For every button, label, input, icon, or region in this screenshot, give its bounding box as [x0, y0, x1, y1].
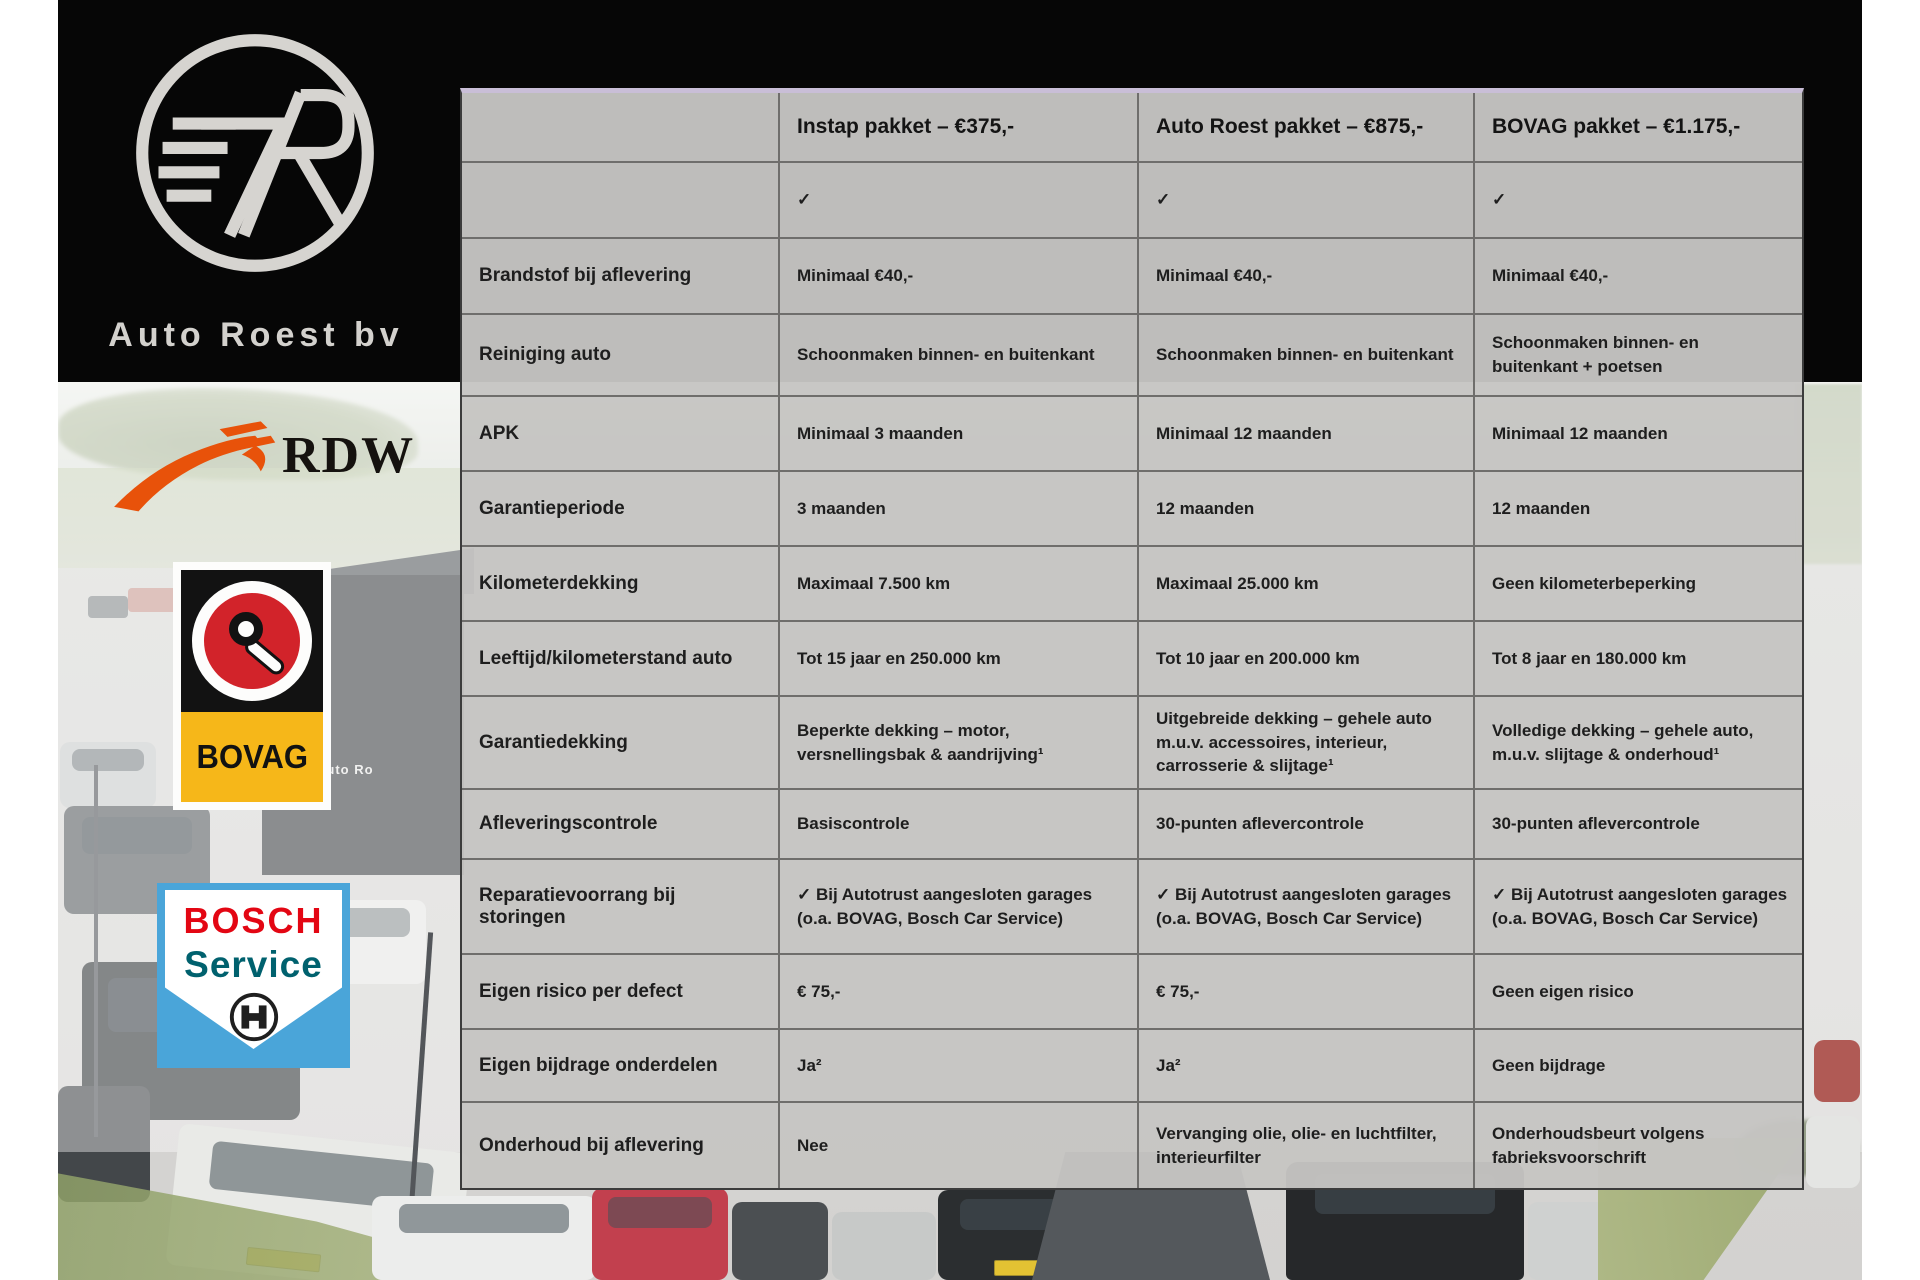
table-cell: Volledige dekking – gehele auto, m.u.v. … [1475, 697, 1802, 790]
bovag-yellow-band: BOVAG [181, 712, 323, 802]
table-cell: Geen bijdrage [1475, 1030, 1802, 1103]
photo-car [60, 742, 156, 808]
bovag-wordmark: BOVAG [196, 738, 308, 775]
rdw-wing-icon [114, 421, 276, 512]
table-cell: ✓ Bij Autotrust aangesloten garages (o.a… [1139, 860, 1475, 955]
photo-car [592, 1188, 728, 1280]
table-header-cell: Instap pakket – €375,- [780, 93, 1139, 163]
table-cell: Maximaal 25.000 km [1139, 547, 1475, 622]
row-label [462, 163, 780, 239]
photo-car [1806, 1116, 1860, 1188]
table-cell: ✓ [780, 163, 1139, 239]
bosch-wordmark: BOSCH [183, 900, 324, 941]
row-label: APK [462, 397, 780, 472]
table-cell: Maximaal 7.500 km [780, 547, 1139, 622]
photo-treeline-right [1796, 384, 1862, 564]
photo-car [832, 1212, 936, 1280]
auto-roest-7r-logo-icon [136, 34, 374, 272]
table-cell: Onderhoudsbeurt volgens fabrieksvoorschr… [1492, 1123, 1705, 1167]
table-cell: Minimaal €40,- [780, 239, 1139, 315]
bosch-service-logo: BOSCH Service [157, 883, 350, 1068]
table-cell: Basiscontrole [780, 790, 1139, 860]
table-cell: Schoonmaken binnen- en buitenkant + poet… [1475, 315, 1802, 397]
row-label: Reiniging auto [462, 315, 780, 397]
photo-car [372, 1196, 596, 1280]
photo-car [732, 1202, 828, 1280]
table-cell: Geen eigen risico [1475, 955, 1802, 1030]
table-cell: Minimaal 12 maanden [1139, 397, 1475, 472]
table-cell: Beperkte dekking – motor, versnellingsba… [780, 697, 1139, 790]
row-label: Garantieperiode [462, 472, 780, 547]
table-cell: Minimaal 3 maanden [780, 397, 1139, 472]
pakket-table: Instap pakket – €375,- Auto Roest pakket … [460, 88, 1804, 1190]
photo-car [128, 588, 180, 612]
table-cell: Tot 10 jaar en 200.000 km [1139, 622, 1475, 697]
photo-field [58, 468, 468, 568]
table-cell: 12 maanden [1139, 472, 1475, 547]
row-label: Garantiedekking [462, 697, 780, 790]
table-cell: € 75,- [780, 955, 1139, 1030]
table-cell: 30-punten aflevercontrole [1475, 790, 1802, 860]
bosch-armature-icon [229, 992, 278, 1042]
row-label: Onderhoud bij aflevering [462, 1103, 780, 1188]
table-cell: Schoonmaken binnen- en buitenkant [780, 315, 1139, 397]
bosch-service-wordmark: Service [184, 944, 323, 985]
page-margin-left [0, 0, 58, 1280]
bovag-q-icon [181, 570, 323, 712]
photo-car [1814, 1040, 1860, 1102]
table-cell: Minimaal 12 maanden [1475, 397, 1802, 472]
row-label: Kilometerdekking [462, 547, 780, 622]
row-label: Eigen risico per defect [462, 955, 780, 1030]
photo-car [88, 596, 128, 618]
lamp-post [94, 765, 98, 1137]
table-cell: Uitgebreide dekking – gehele auto m.u.v.… [1139, 697, 1475, 790]
rdw-logo: RDW [104, 414, 413, 522]
table-cell: Vervanging olie, olie- en luchtfilter, i… [1139, 1103, 1475, 1188]
table-cell: 3 maanden [780, 472, 1139, 547]
row-label: Reparatievoorrang bij storingen [462, 860, 780, 955]
table-cell: ✓ [1139, 163, 1475, 239]
bovag-logo: BOVAG [173, 562, 331, 810]
table-cell: ✓ Bij Autotrust aangesloten garages (o.a… [780, 860, 1139, 955]
table-cell: Tot 15 jaar en 250.000 km [780, 622, 1139, 697]
rdw-wordmark: RDW [282, 427, 416, 484]
bosch-shield: BOSCH Service [165, 890, 342, 1050]
table-cell: Ja² [1139, 1030, 1475, 1103]
row-label: Eigen bijdrage onderdelen [462, 1030, 780, 1103]
brand-name: Auto Roest bv [108, 316, 404, 354]
table-cell: 30-punten aflevercontrole [1139, 790, 1475, 860]
table-cell: ✓ [1475, 163, 1802, 239]
table-cell: Nee [780, 1103, 1139, 1188]
row-label: Afleveringscontrole [462, 790, 780, 860]
row-label: Brandstof bij aflevering [462, 239, 780, 315]
table-cell: Ja² [780, 1030, 1139, 1103]
table-cell: € 75,- [1139, 955, 1475, 1030]
table-corner-cell [462, 93, 780, 163]
table-cell: Schoonmaken binnen- en buitenkant [1139, 315, 1475, 397]
photo-haze [1796, 382, 1862, 1152]
row-label: Leeftijd/kilometerstand auto [462, 622, 780, 697]
table-cell: Minimaal €40,- [1139, 239, 1475, 315]
table-cell: 12 maanden [1475, 472, 1802, 547]
table-header-cell: BOVAG pakket – €1.175,- [1475, 93, 1802, 163]
table-cell: ✓ Bij Autotrust aangesloten garages (o.a… [1475, 860, 1802, 955]
table-cell: Minimaal €40,- [1475, 239, 1802, 315]
table-cell: Geen kilometerbeperking [1475, 547, 1802, 622]
page-margin-right [1862, 0, 1920, 1280]
table-header-cell: Auto Roest pakket – €875,- [1139, 93, 1475, 163]
table-cell: Tot 8 jaar en 180.000 km [1475, 622, 1802, 697]
